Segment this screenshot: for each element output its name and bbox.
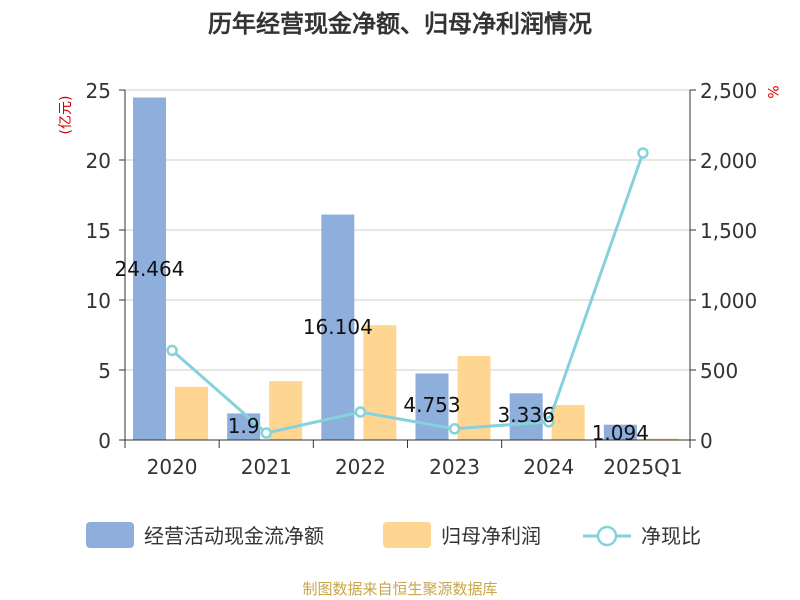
legend-marker-ratio [596,525,618,547]
bar-operating-cashflow [321,214,355,440]
bar-value-label: 16.104 [303,315,373,339]
x-tick-label: 2020 [147,455,198,479]
line-layer [166,147,649,439]
y-left-tick-label: 0 [98,429,111,453]
bar-value-label: 4.753 [403,393,460,417]
legend: 经营活动现金流净额 归母净利润 净现比 [86,522,701,548]
ratio-point [166,344,178,357]
x-tick-label: 2023 [429,455,480,479]
legend-swatch-operating-cashflow [86,522,134,548]
bar-operating-cashflow [415,373,449,440]
bar-value-label: 3.336 [498,403,555,427]
legend-label-ratio: 净现比 [641,524,701,548]
ratio-line [171,152,645,435]
bar-net-profit [363,325,397,440]
bar-net-profit [645,438,679,440]
y-left-tick-label: 10 [86,289,111,313]
y-right-tick-label: 1,500 [700,219,757,243]
ratio-point [448,423,461,435]
axes-layer: 0 5 10 15 20 25 0 500 1,000 1,500 2,000 2,500 2020 20… [86,79,758,479]
legend-label-net-profit: 归母净利润 [441,524,541,548]
y-left-tick-label: 20 [86,149,111,173]
y-left-tick-label: 25 [86,79,111,103]
ratio-point [543,416,555,428]
x-tick-label: 2022 [335,455,386,479]
y-right-tick-label: 2,500 [700,79,757,103]
x-tick-label: 2025Q1 [603,455,682,479]
x-tick-label: 2024 [523,455,574,479]
y-right-tick-label: 2,000 [700,149,757,173]
bar-net-profit [175,386,208,440]
bar-operating-cashflow [603,424,637,440]
bar-value-label: 24.464 [115,257,185,281]
bar-operating-cashflow [509,393,543,440]
source-note: 制图数据来自恒生聚源数据库 [302,580,497,598]
y-right-tick-label: 500 [700,359,738,383]
y-left-tick-label: 5 [98,359,111,383]
bar-value-label: 1.094 [592,421,649,445]
bar-value-label: 1.9 [228,414,260,438]
y-right-tick-label: 0 [700,429,713,453]
y-left-unit-label: (亿元) [58,96,74,135]
ratio-point [260,427,272,439]
data-labels-layer: 24.464 1.9 16.104 4.753 3.336 1.094 [115,257,649,445]
y-right-tick-label: 1,000 [700,289,757,313]
x-tick-label: 2021 [241,455,292,479]
ratio-point [354,406,367,418]
legend-swatch-net-profit [383,522,431,548]
legend-label-operating-cashflow: 经营活动现金流净额 [144,524,324,548]
y-right-unit-label: % [764,85,780,98]
y-left-tick-label: 15 [86,219,111,243]
bar-operating-cashflow [227,413,261,440]
ratio-point [637,147,649,159]
chart-title: 历年经营现金净额、归母净利润情况 [208,10,592,38]
gridlines [125,89,690,371]
bar-net-profit [551,405,585,440]
bar-operating-cashflow [133,97,166,440]
